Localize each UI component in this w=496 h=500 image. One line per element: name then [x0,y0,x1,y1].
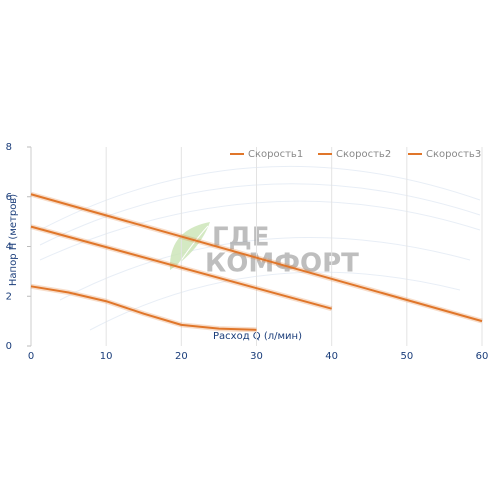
x-tick-label: 30 [250,351,263,362]
x-tick-label: 60 [476,351,489,362]
legend-label: Скорость3 [426,149,481,160]
legend-label: Скорость2 [336,149,391,160]
series-line [30,193,483,323]
y-tick-label: 4 [6,242,12,253]
x-tick-label: 40 [325,351,338,362]
watermark-logo [169,222,210,270]
x-tick-label: 10 [100,351,113,362]
watermark-text: КОМФОРТ [205,249,359,279]
y-tick-label: 0 [6,341,12,352]
series-line [30,225,332,310]
legend-label: Скорость1 [248,149,303,160]
x-tick-label: 50 [400,351,413,362]
y-tick-label: 6 [6,192,12,203]
x-axis-label: Расход Q (л/мин) [213,331,302,342]
x-tick-label: 0 [28,351,34,362]
background-swirl [39,165,481,331]
x-tick-label: 20 [175,351,188,362]
y-axis-label: Напор Н (метров) [8,194,19,286]
y-tick-label: 8 [6,142,12,153]
series-line [30,285,257,331]
y-tick-label: 2 [6,291,12,302]
